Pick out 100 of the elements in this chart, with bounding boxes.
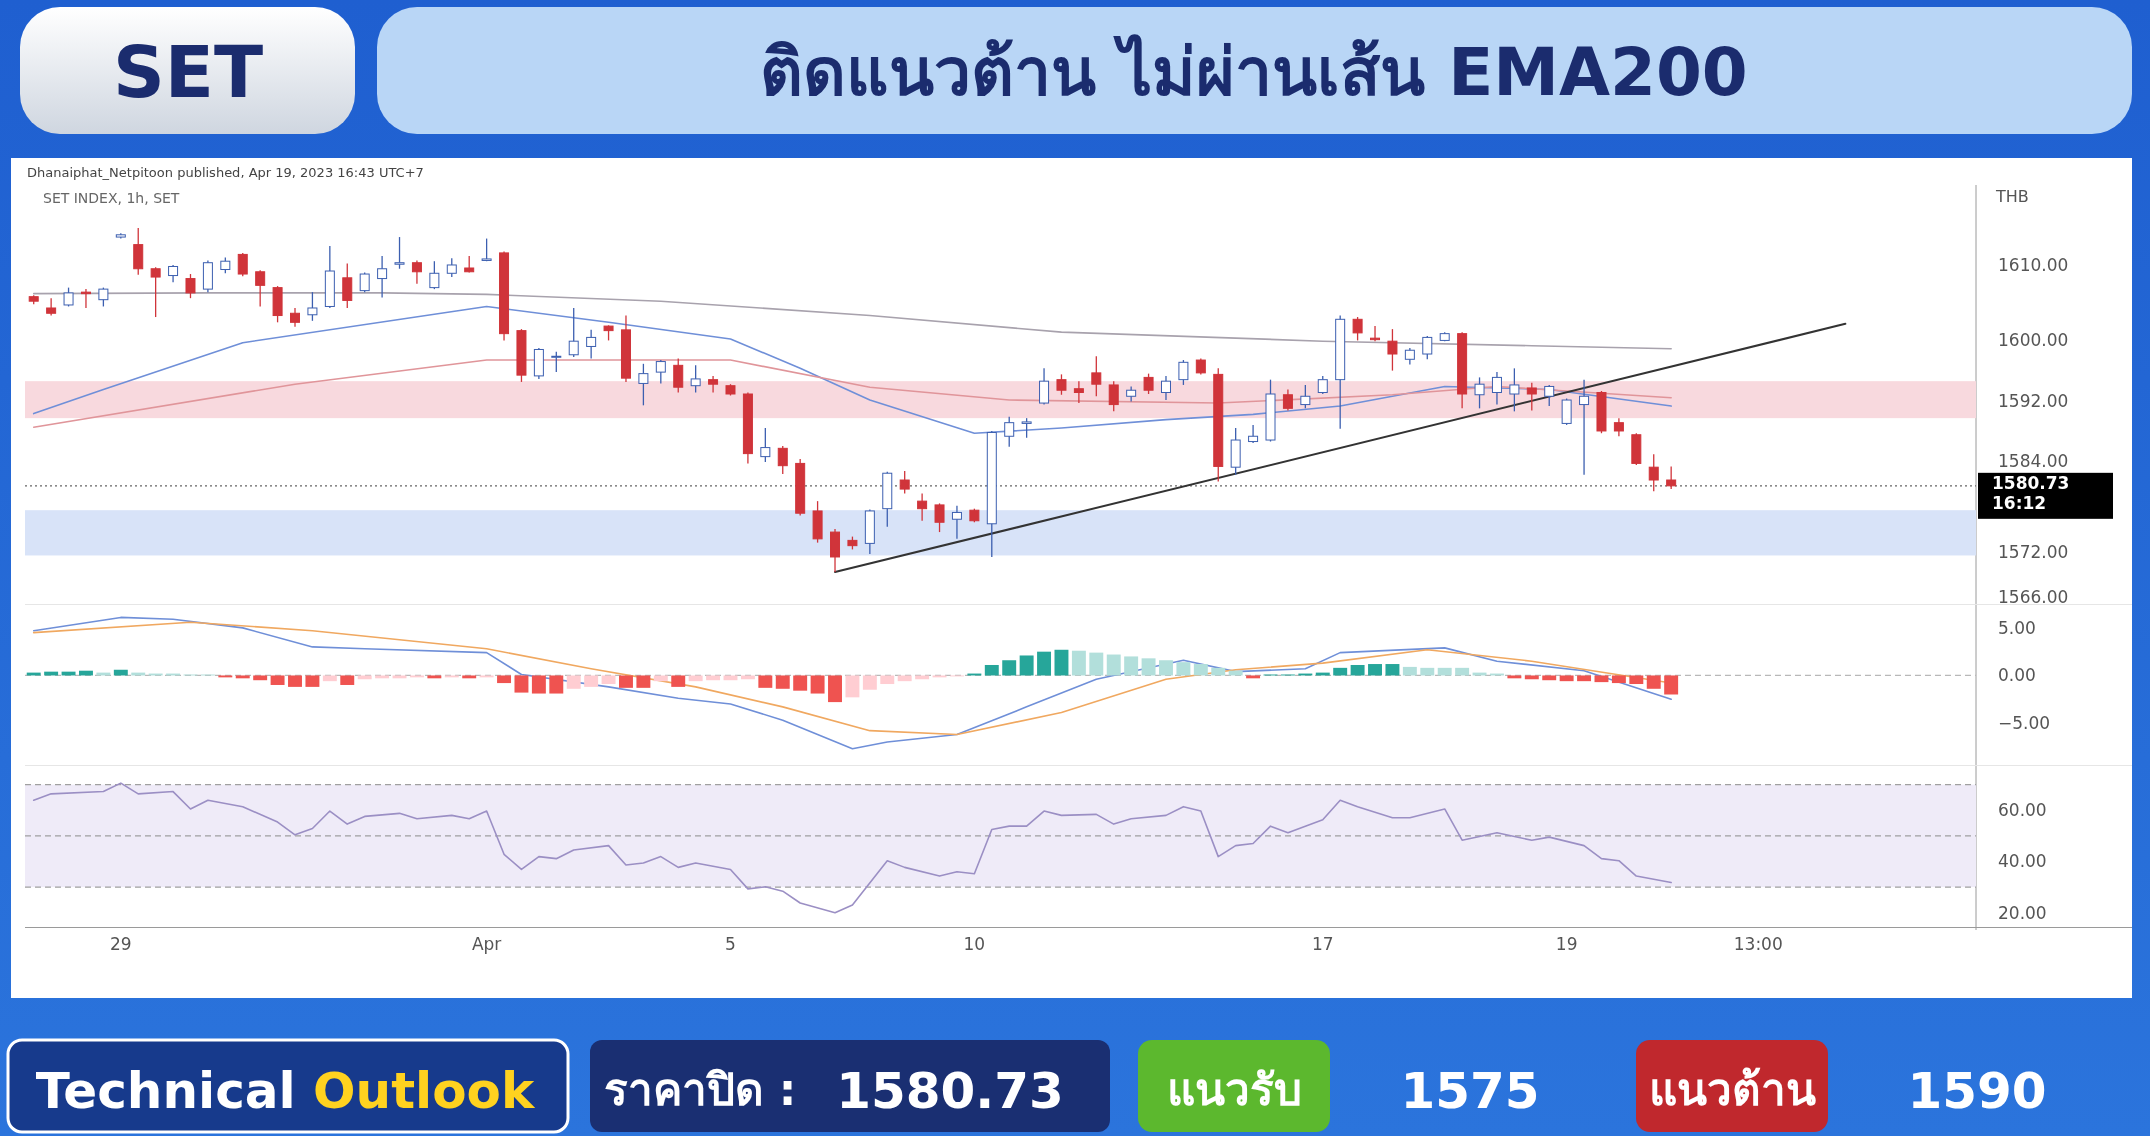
bar [1176, 662, 1191, 676]
bar [1577, 675, 1592, 682]
text: แนวรับ [1166, 1064, 1302, 1116]
candlestick [1317, 375, 1328, 395]
bar [322, 675, 337, 682]
bar [1124, 656, 1139, 676]
candlestick [1352, 316, 1363, 342]
text: Dhanaiphat_Netpitoon published, Apr 19, 2023 16:43 UTC+7 [27, 165, 424, 180]
bar [235, 675, 250, 679]
bar [793, 675, 808, 691]
candlestick [150, 266, 161, 318]
bar [1054, 649, 1069, 676]
candlestick [1474, 376, 1485, 409]
candlestick [1126, 385, 1137, 403]
candlestick [411, 259, 422, 285]
y-tick-label: 1600.00 [1998, 330, 2069, 351]
bar [1071, 650, 1086, 676]
line-series [32, 359, 1672, 428]
x-tick-label: 17 [1311, 934, 1334, 954]
bar [915, 675, 930, 680]
bar [1211, 667, 1226, 676]
bar [270, 675, 285, 685]
y-tick-label: 60.00 [1998, 800, 2047, 821]
y-tick-label: 1610.00 [1998, 254, 2069, 275]
bar [1385, 664, 1400, 676]
candlestick [638, 363, 649, 406]
candlestick [777, 445, 788, 475]
text: แนวต้าน [1648, 1064, 1816, 1116]
bar [828, 675, 842, 703]
text: Technical Outlook [35, 1061, 536, 1120]
candlestick [917, 492, 928, 522]
bar [288, 675, 302, 687]
x-tick-label: 29 [109, 934, 132, 954]
y-tick-label: −5.00 [1998, 712, 2051, 733]
bar [531, 675, 546, 694]
bar [723, 675, 738, 681]
bar [1333, 667, 1348, 676]
text: 1590 [1907, 1061, 2047, 1120]
bar [253, 675, 268, 681]
candlestick [1282, 388, 1293, 412]
text: ราคาปิด : [603, 1064, 797, 1116]
bar [775, 675, 790, 689]
bar [514, 675, 529, 693]
text: 1580.73 [836, 1061, 1064, 1120]
candlestick [899, 470, 910, 495]
text: SET [112, 30, 264, 115]
bar [601, 675, 616, 685]
bar [1594, 675, 1609, 683]
x-tick-label: Apr [471, 934, 502, 954]
bar [549, 675, 564, 694]
candlestick [708, 375, 719, 394]
bar [1629, 675, 1644, 685]
bar [1141, 658, 1156, 676]
candlestick [1579, 379, 1590, 476]
bar [566, 675, 581, 689]
bar [305, 675, 320, 687]
candlestick [760, 427, 771, 463]
candlestick [185, 273, 196, 299]
bar [1106, 654, 1121, 676]
candlestick [342, 262, 353, 309]
candlestick [1491, 371, 1502, 406]
bar [1646, 675, 1661, 689]
bar [671, 675, 686, 687]
bar [636, 675, 651, 688]
bar [810, 675, 825, 694]
bar [497, 675, 512, 684]
candlestick [1561, 397, 1572, 426]
y-tick-label: 1572.00 [1998, 541, 2069, 562]
bar [375, 675, 390, 679]
candlestick [1160, 375, 1171, 401]
y-tick-label: 20.00 [1998, 902, 2047, 923]
candlestick [551, 351, 562, 373]
candlestick [951, 505, 962, 540]
candlestick [1108, 380, 1119, 412]
chart-subtitle: SET INDEX, 1h, SET [43, 190, 180, 206]
candlestick [673, 357, 684, 394]
bar [584, 675, 599, 687]
bar [688, 675, 703, 682]
candlestick [1248, 424, 1259, 444]
y-tick-label: 1566.00 [1998, 586, 2069, 607]
candlestick [429, 260, 440, 290]
y-tick-label: 40.00 [1998, 851, 2047, 872]
bar [1507, 675, 1522, 679]
x-tick-label: 19 [1555, 934, 1578, 954]
candlestick [237, 252, 248, 277]
candlestick [1073, 380, 1084, 404]
bar [1368, 664, 1382, 676]
bar [1524, 675, 1539, 680]
bar [1611, 675, 1626, 684]
bar [1089, 652, 1104, 676]
bar [1420, 667, 1435, 676]
y-axis-title: THB [1995, 187, 2029, 206]
candlestick [1039, 367, 1050, 406]
candlestick [1056, 373, 1067, 396]
bar [653, 675, 668, 682]
candlestick [568, 307, 579, 358]
bar [1159, 660, 1173, 676]
line-series [32, 305, 1672, 435]
bar [1002, 660, 1017, 676]
candlestick [655, 359, 666, 385]
